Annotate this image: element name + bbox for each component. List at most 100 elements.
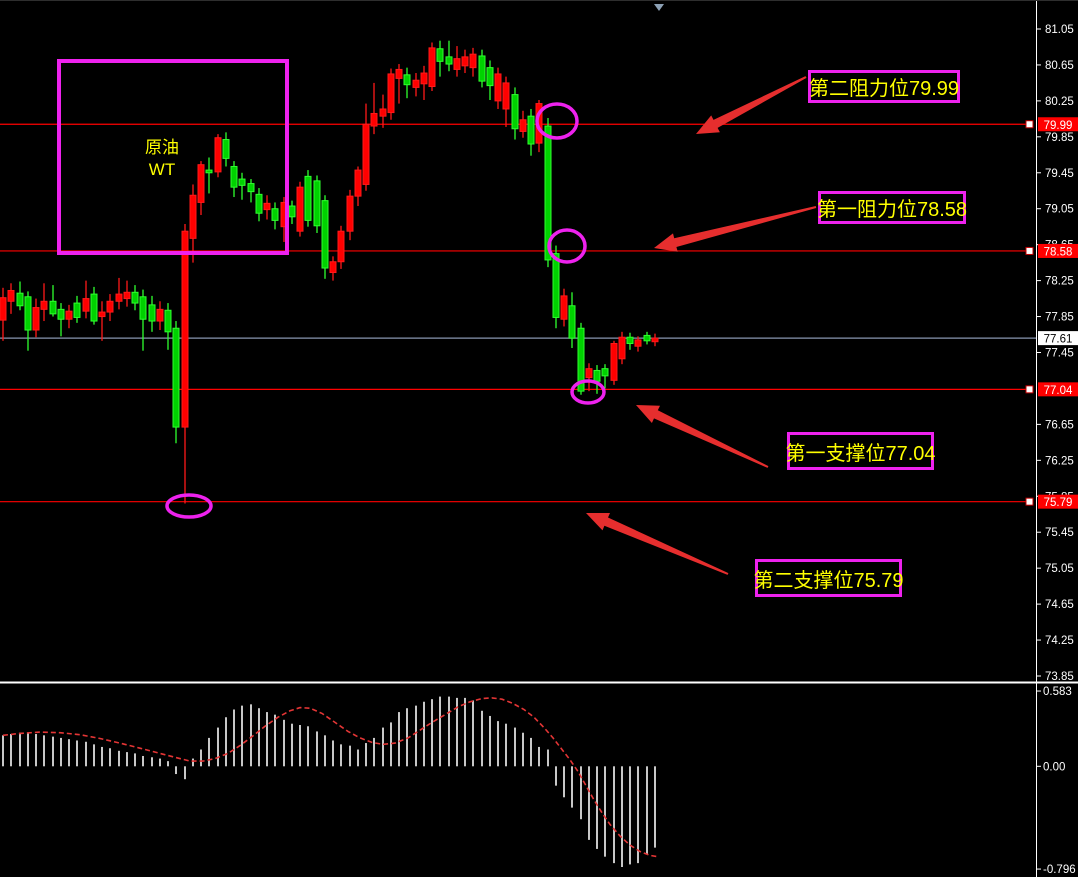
candle-bear [288,205,296,218]
price-axis-label: 80.65 [1045,60,1074,72]
highlight-circle[interactable] [535,102,579,140]
candle-bear [164,309,172,333]
macd-signal-line [2,697,659,858]
price-axis-label: 77.45 [1045,347,1074,359]
price-axis-label: 76.25 [1045,455,1074,467]
candle-bear [16,292,24,307]
candle-bull [263,202,271,211]
highlight-circle[interactable] [547,228,587,264]
candle-bull [32,307,40,331]
candle-bull [519,119,527,132]
candle-bear [626,336,634,345]
candle-bear [313,180,321,227]
candle-bull [502,82,510,110]
candle-bull [412,79,420,88]
price-axis-label: 79.05 [1045,204,1074,216]
candle-bear [255,193,263,214]
candle-bear [205,169,213,174]
candle-bull [428,47,436,88]
candle-bull [387,73,395,114]
candle-bull [296,186,304,232]
candle-bear [90,293,98,322]
candle-bear [73,302,81,318]
symbol-name: 原油 [145,138,179,157]
candle-bull [370,112,378,127]
candle-bear [131,291,139,304]
candle-bull [362,123,370,185]
candle-bull [346,195,354,232]
candle-bull [461,56,469,67]
candle-bull [189,194,197,239]
candle-bear [24,296,32,331]
level-price-badge [1038,494,1078,509]
annotation-arrow[interactable] [586,513,729,575]
candle-bear [436,48,444,62]
candle-bull [651,337,659,343]
level-price-badge [1038,117,1078,132]
candle-bull [197,164,205,203]
candle-bull [634,339,642,347]
candle-bear [271,208,279,221]
level-line-endpoint [1025,385,1034,394]
current-price-badge-text: 77.61 [1044,334,1073,346]
level-line-endpoint [1025,497,1034,506]
candle-bull [610,343,618,381]
candle-bull [618,336,626,360]
candle-bear [568,305,576,339]
price-axis-label: 79.85 [1045,132,1074,144]
highlight-circle[interactable] [165,493,213,519]
candle-bear [230,165,238,188]
price-axis-label: 77.85 [1045,312,1074,324]
candle-bull [469,53,477,69]
candle-bull [494,73,502,102]
price-axis-label: 79.45 [1045,168,1074,180]
candle-bear [172,327,180,428]
candle-bear [139,296,147,320]
indicator-axis-label: -0.796 [1043,864,1076,876]
candle-bear [445,56,453,65]
candle-bull [354,169,362,197]
candle-bull [7,289,15,302]
candle-bull [337,230,345,263]
candle-bull [98,311,106,318]
candle-bull [329,261,337,274]
candle-bear [544,125,552,261]
price-axis-label: 76.65 [1045,419,1074,431]
candle-bull [420,72,428,85]
candle-bull [585,368,593,379]
candle-bull [395,68,403,79]
annotation-arrow[interactable] [696,76,807,134]
candle-bear [478,55,486,82]
candle-bear [57,308,65,320]
annotation-label-support-2[interactable]: 第二支撑位75.79 [753,559,904,597]
price-axis-label: 74.65 [1045,599,1074,611]
annotation-label-support-1[interactable]: 第一支撑位77.04 [785,432,936,470]
candle-bear [577,327,585,392]
annotation-label-resistance-2[interactable]: 第二阻力位79.99 [808,70,960,103]
highlight-rectangle[interactable] [57,59,289,255]
highlight-circle[interactable] [570,379,606,405]
candle-bull [379,108,387,117]
current-price-badge [1038,331,1078,346]
annotation-arrow[interactable] [654,206,817,252]
candle-bear [304,175,312,221]
candle-bull [65,310,73,320]
annotation-arrow[interactable] [636,405,769,468]
indicator-axis-label: 0.00 [1043,761,1065,773]
level-price-badge-text: 75.79 [1044,497,1073,509]
candle-bull [214,137,222,173]
level-price-badge-text: 79.99 [1044,120,1073,132]
chart-shift-marker-icon[interactable] [654,4,664,11]
candle-bull [453,58,461,70]
candle-bull [115,293,123,302]
candle-bull [123,291,131,300]
candle-bear [222,139,230,159]
price-axis-label: 78.25 [1045,276,1074,288]
candle-bull [181,230,189,428]
price-axis-label: 75.45 [1045,527,1074,539]
candle-bear [148,304,156,322]
symbol-code: WT [148,160,176,179]
candle-bear [247,183,255,193]
annotation-label-resistance-1[interactable]: 第一阻力位78.58 [817,191,967,224]
